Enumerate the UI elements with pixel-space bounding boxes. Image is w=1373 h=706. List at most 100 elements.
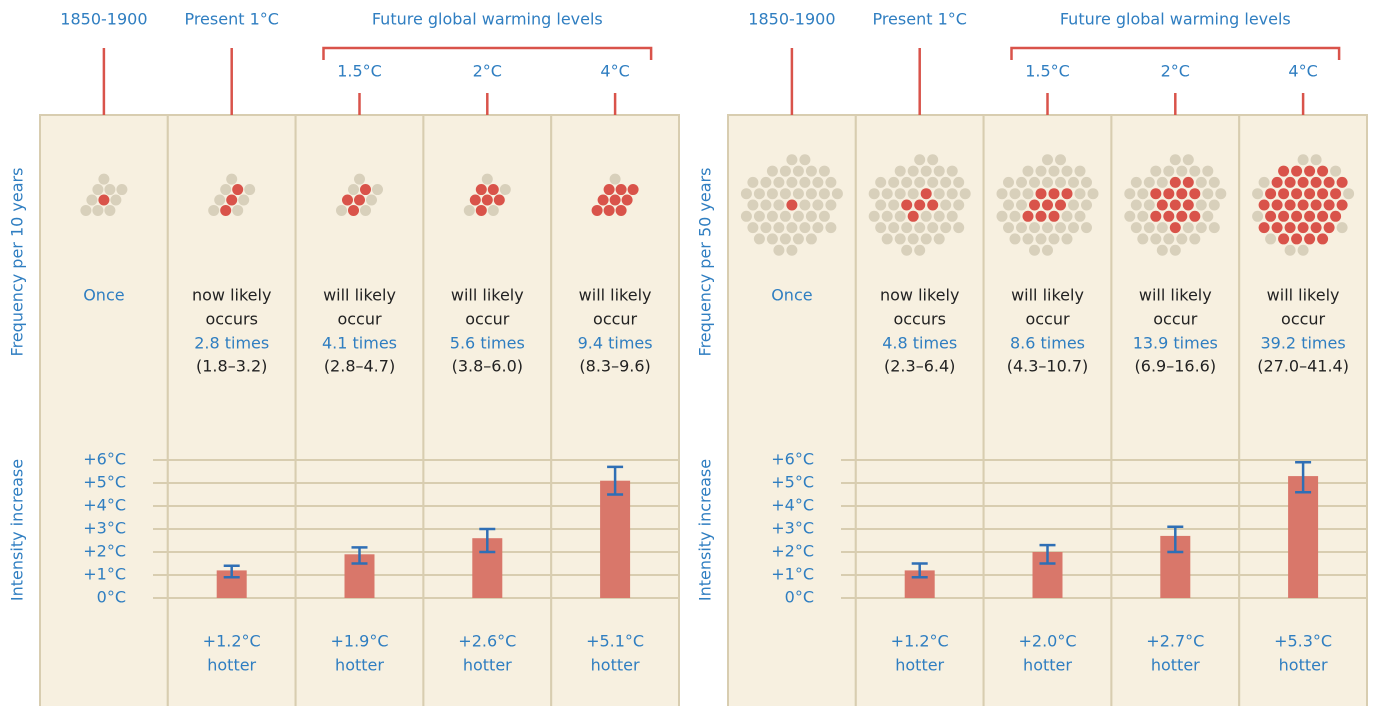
dot [933, 210, 945, 222]
y-tick-label: 0°C [97, 588, 126, 607]
value-label: +1.2°C [203, 632, 261, 651]
frequency-range: (4.3–10.7) [1007, 357, 1089, 376]
dot [1265, 210, 1277, 222]
dot [1284, 176, 1296, 188]
dot [360, 184, 371, 196]
y-tick-label: +5°C [83, 473, 126, 492]
dot [1143, 176, 1155, 188]
column [294, 114, 425, 706]
frequency-text: will likely [1139, 286, 1212, 305]
dot [773, 244, 785, 256]
frequency-text: occur [1153, 310, 1198, 329]
dot [799, 199, 811, 211]
dot [110, 194, 122, 206]
frequency-label: 2.8 times [194, 334, 269, 353]
value-suffix: hotter [207, 656, 256, 675]
dot [354, 173, 365, 185]
dot [1130, 176, 1142, 188]
dot [493, 194, 505, 206]
dot [1003, 176, 1014, 188]
frequency-text: will likely [451, 286, 524, 305]
dot [1022, 188, 1034, 200]
y-tick-label: +3°C [771, 519, 814, 538]
dot [747, 199, 759, 211]
dot [1284, 199, 1296, 211]
dot [1291, 188, 1303, 200]
dot [766, 188, 778, 200]
dot [888, 176, 900, 188]
dot [1003, 222, 1014, 234]
dot [1208, 199, 1220, 211]
dot [953, 199, 965, 211]
value-suffix: hotter [591, 656, 640, 675]
dot [933, 165, 945, 177]
dot [1163, 233, 1175, 245]
dot [1278, 165, 1290, 177]
category-label: 2°C [1161, 62, 1190, 81]
dot [92, 184, 104, 196]
column [166, 114, 297, 706]
category-label: Present 1°C [184, 10, 278, 29]
dot [487, 184, 499, 196]
dot [907, 210, 919, 222]
dot [1042, 222, 1053, 234]
dot [1189, 210, 1201, 222]
dot [1297, 176, 1309, 188]
dot [927, 176, 939, 188]
dot [1150, 210, 1162, 222]
dot-cluster [591, 173, 639, 216]
dot [1137, 210, 1149, 222]
dot [1310, 176, 1322, 188]
frequency-text: occur [337, 310, 382, 329]
dot [1304, 210, 1316, 222]
dot [812, 222, 824, 234]
dot [920, 233, 932, 245]
dot [1291, 165, 1303, 177]
dot [1150, 165, 1162, 177]
dot [792, 165, 804, 177]
dot [621, 194, 633, 206]
dot [1143, 222, 1155, 234]
dot [1035, 165, 1047, 177]
dot [894, 165, 906, 177]
frequency-text: occur [1281, 310, 1326, 329]
frequency-label: Once [83, 286, 124, 305]
dot [1195, 222, 1207, 234]
dot [868, 188, 880, 200]
dot [933, 188, 945, 200]
dot [914, 244, 926, 256]
dot [920, 188, 932, 200]
dot [740, 210, 752, 222]
dot [1265, 233, 1277, 245]
frequency-label: 5.6 times [450, 334, 525, 353]
dot [1124, 188, 1136, 200]
error-bar [351, 546, 368, 565]
frequency-range: (2.8–4.7) [324, 357, 395, 376]
dot [1291, 210, 1303, 222]
dot [1048, 165, 1060, 177]
dot [1323, 222, 1335, 234]
dot [1271, 222, 1283, 234]
dot [881, 188, 893, 200]
dot [238, 194, 250, 206]
dot [1137, 233, 1149, 245]
dot [1042, 199, 1053, 211]
dot [1022, 233, 1034, 245]
dot [1143, 199, 1155, 211]
axis-label: Frequency per 10 years [8, 168, 27, 357]
dot [1323, 176, 1335, 188]
dot [1291, 233, 1303, 245]
dot [1156, 244, 1168, 256]
dot [766, 165, 778, 177]
dot [1035, 210, 1047, 222]
dot [463, 204, 475, 216]
dot [1304, 165, 1316, 177]
error-bar [911, 562, 928, 579]
dot [232, 184, 244, 196]
dot [360, 204, 371, 216]
frequency-text: occurs [893, 310, 945, 329]
dot [1195, 199, 1207, 211]
dot [232, 204, 244, 216]
dot [475, 204, 487, 216]
dot [98, 173, 110, 185]
